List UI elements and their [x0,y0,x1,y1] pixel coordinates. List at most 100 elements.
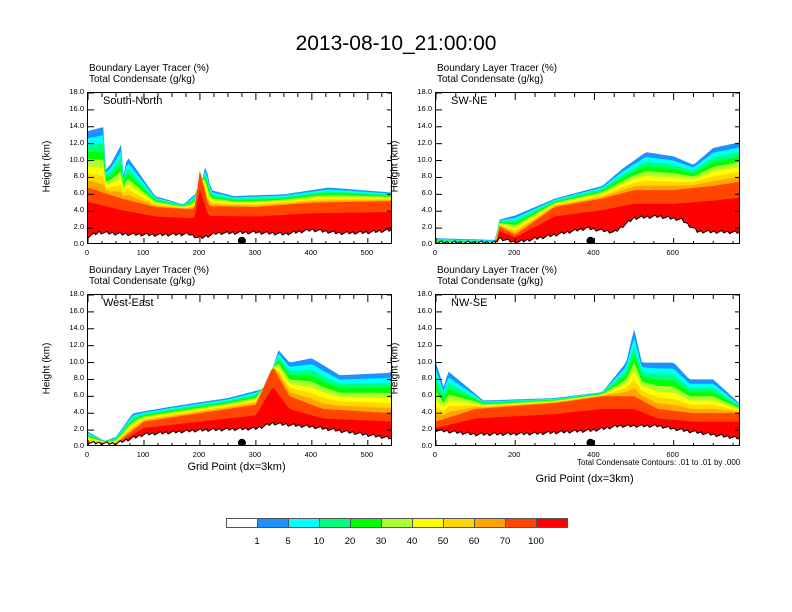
x-tick-label: 200 [507,248,521,257]
legend-label: 100 [528,536,544,547]
y-tick-label: 6.0 [421,390,432,400]
y-tick-label: 4.0 [73,205,84,215]
legend-label: 70 [499,536,511,547]
legend-swatch [319,518,351,528]
x-tick-label: 300 [248,450,262,459]
location-marker [586,236,595,243]
panel-label: South-North [103,95,163,107]
legend-label: 50 [437,536,449,547]
y-tick-label: 0.0 [73,441,84,450]
plot-frame-west-east [87,294,392,446]
terrain-fill [436,424,739,445]
legend-label: 30 [375,536,387,547]
y-tick-label: 2.0 [73,222,84,232]
location-marker [237,236,246,243]
y-tick-label: 14.0 [69,120,84,130]
x-tick-label: 600 [666,248,679,257]
x-tick-label: 200 [192,248,206,257]
y-tick-label: 12.0 [69,339,84,349]
panel-label: West-East [103,297,154,309]
plot-area [436,93,739,243]
y-tick-label: 12.0 [417,137,432,147]
y-tick-label: 16.0 [417,305,432,315]
plot-frame-sw-ne [435,92,740,244]
panel-title-condensate: Total Condensate (g/kg) [89,74,196,85]
x-axis-label: Grid Point (dx=3km) [535,473,634,485]
y-tick-label: 16.0 [69,103,84,113]
y-tick-label: 0.0 [421,239,432,248]
legend-swatch [412,518,444,528]
legend-label: 40 [406,536,418,547]
legend-swatch [474,518,506,528]
terrain-outline [88,421,391,445]
legend-swatch [443,518,475,528]
x-tick-label: 200 [192,450,206,459]
panel-title-condensate: Total Condensate (g/kg) [89,276,196,287]
y-tick-label: 6.0 [73,390,84,400]
legend-label: 20 [344,536,356,547]
y-axis-label: Height (km) [41,342,53,395]
y-axis-label: Height (km) [41,140,53,193]
terrain-outline [88,228,391,240]
y-tick-label: 6.0 [73,188,84,198]
y-axis-label: Height (km) [389,342,401,395]
y-axis-label: Height (km) [389,140,401,193]
panel-label: NW-SE [451,297,488,309]
terrain-outline [436,423,739,440]
y-tick-label: 12.0 [69,137,84,147]
y-tick-label: 18.0 [417,289,432,298]
x-tick-label: 100 [136,450,150,459]
y-tick-label: 4.0 [421,205,432,215]
x-tick-label: 400 [587,450,600,459]
legend-label: 60 [468,536,480,547]
plot-area [436,295,739,445]
y-tick-label: 8.0 [73,171,84,181]
x-tick-label: 600 [666,450,679,459]
panel-title-tracer: Boundary Layer Tracer (%) [89,63,210,74]
y-tick-label: 10.0 [69,356,84,366]
legend-swatch [350,518,382,528]
y-tick-label: 2.0 [421,222,432,232]
x-tick-label: 200 [507,450,521,459]
x-tick-label: 400 [304,450,318,459]
legend-swatch [226,518,258,528]
y-tick-label: 16.0 [417,103,432,113]
location-marker [237,438,246,445]
y-tick-label: 8.0 [421,171,432,181]
x-tick-label: 300 [248,248,262,257]
x-tick-label: 0 [432,450,438,459]
y-tick-label: 2.0 [73,424,84,434]
panel-title-condensate: Total Condensate (g/kg) [437,276,544,287]
y-tick-label: 18.0 [417,87,432,96]
legend-swatch [505,518,537,528]
y-tick-label: 4.0 [421,407,432,417]
y-tick-label: 14.0 [69,322,84,332]
panel-title-tracer: Boundary Layer Tracer (%) [437,63,558,74]
x-tick-label: 0 [84,248,90,257]
legend-label: 5 [285,536,291,547]
legend-swatch [536,518,568,528]
y-tick-label: 14.0 [417,120,432,130]
y-tick-label: 10.0 [417,154,432,164]
legend-swatch [288,518,320,528]
figure-title: 2013-08-10_21:00:00 [295,32,497,55]
y-tick-label: 18.0 [69,289,84,298]
y-tick-label: 10.0 [417,356,432,366]
plot-area [88,295,391,445]
y-tick-label: 12.0 [417,339,432,349]
legend-label: 10 [313,536,325,547]
x-tick-label: 0 [432,248,438,257]
contour-note: Total Condensate Contours: .01 to .01 by… [577,458,741,467]
x-tick-label: 100 [136,248,150,257]
y-tick-label: 0.0 [73,239,84,248]
terrain-fill [437,215,739,243]
legend-swatch [257,518,289,528]
plot-area [88,93,391,243]
plot-frame-nw-se [435,294,740,446]
y-tick-label: 8.0 [421,373,432,383]
tracer-band-red [88,189,391,243]
x-tick-label: 400 [587,248,600,257]
panel-title-condensate: Total Condensate (g/kg) [437,74,544,85]
x-axis-label: Grid Point (dx=3km) [187,461,286,473]
y-tick-label: 6.0 [421,188,432,198]
